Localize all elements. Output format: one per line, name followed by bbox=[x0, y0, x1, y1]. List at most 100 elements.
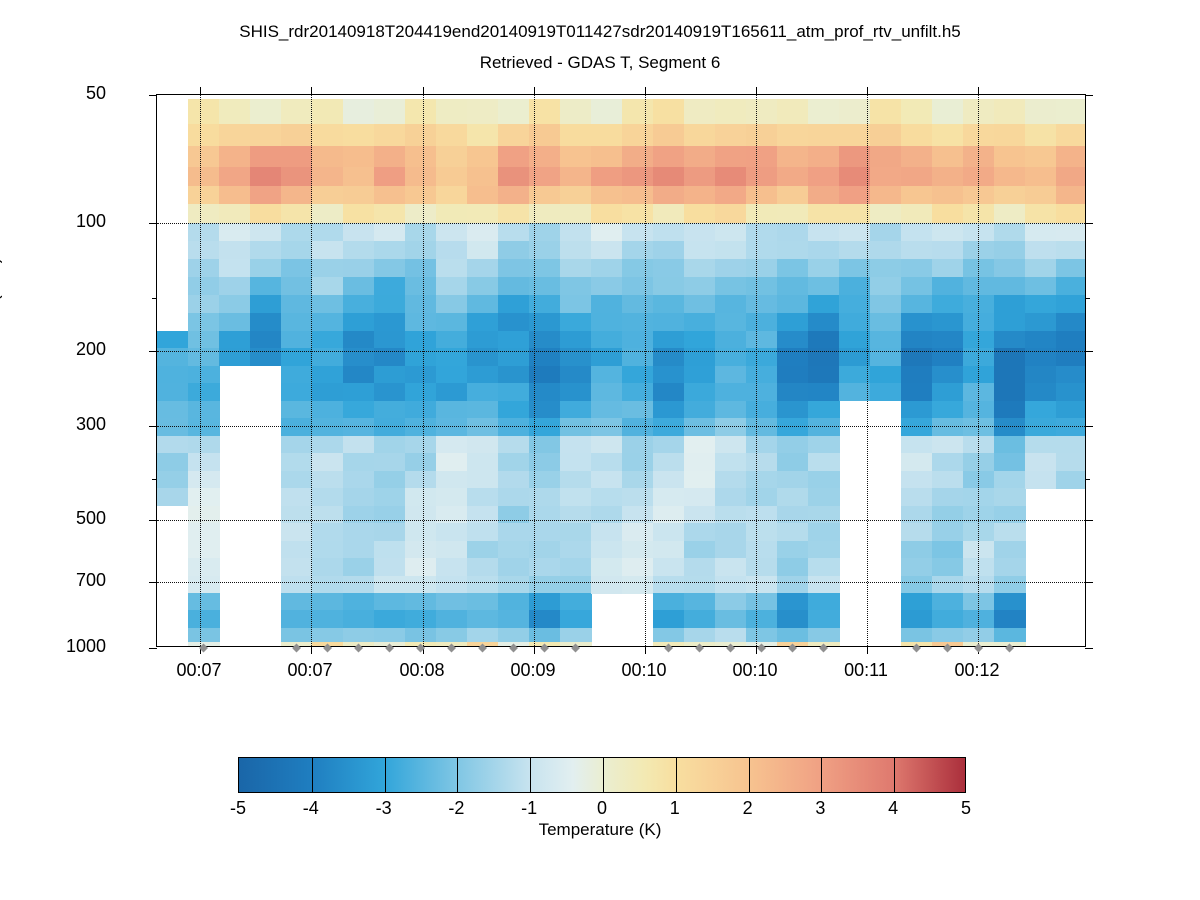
heatmap-cell bbox=[715, 505, 747, 524]
heatmap-cell bbox=[808, 330, 840, 349]
heatmap-cell bbox=[591, 312, 623, 332]
x-axis-tick bbox=[311, 646, 312, 654]
heatmap-cell bbox=[746, 453, 778, 472]
heatmap-cell bbox=[157, 330, 189, 349]
heatmap-cell bbox=[436, 610, 468, 629]
heatmap-cell bbox=[188, 365, 220, 384]
heatmap-cell bbox=[653, 470, 685, 489]
heatmap-cell bbox=[591, 453, 623, 472]
heatmap-cell bbox=[343, 470, 375, 489]
heatmap-cell bbox=[994, 540, 1026, 559]
heatmap-cell bbox=[777, 277, 809, 296]
heatmap-cell bbox=[312, 523, 344, 542]
heatmap-cell bbox=[1056, 348, 1085, 367]
heatmap-cell bbox=[870, 330, 902, 349]
heatmap-cell bbox=[405, 558, 437, 577]
heatmap-cell bbox=[436, 123, 468, 147]
heatmap-cell bbox=[1056, 418, 1085, 437]
heatmap-cell bbox=[839, 222, 871, 242]
heatmap-cell bbox=[436, 365, 468, 384]
heatmap-cell bbox=[715, 435, 747, 454]
heatmap-cell bbox=[157, 365, 189, 384]
y-axis-tick-right bbox=[1085, 425, 1093, 427]
heatmap-cell bbox=[1056, 312, 1085, 332]
heatmap-cell bbox=[715, 592, 747, 611]
heatmap-cell bbox=[901, 610, 933, 629]
heatmap-cell bbox=[374, 400, 406, 419]
y-axis-tick bbox=[149, 648, 157, 649]
heatmap-cell bbox=[1056, 99, 1085, 125]
heatmap-cell bbox=[312, 145, 344, 168]
heatmap-cell bbox=[281, 627, 313, 643]
heatmap-cell bbox=[374, 204, 406, 224]
heatmap-cell bbox=[901, 167, 933, 187]
colorbar-tick bbox=[603, 758, 604, 792]
heatmap-cell bbox=[684, 400, 716, 419]
heatmap-cell bbox=[1056, 204, 1085, 224]
colorbar-tick bbox=[311, 758, 313, 792]
heatmap-cell bbox=[374, 330, 406, 349]
heatmap-cell bbox=[343, 523, 375, 542]
heatmap-cell bbox=[374, 610, 406, 629]
heatmap-cell bbox=[994, 627, 1026, 643]
gridline-vertical bbox=[311, 95, 312, 646]
heatmap-cell bbox=[467, 610, 499, 629]
heatmap-cell bbox=[653, 259, 685, 279]
heatmap-cell bbox=[777, 383, 809, 402]
heatmap-cell bbox=[777, 99, 809, 125]
colorbar bbox=[238, 757, 966, 793]
heatmap-cell bbox=[312, 204, 344, 224]
heatmap-cell bbox=[777, 540, 809, 559]
heatmap-cell bbox=[560, 186, 592, 205]
heatmap-cell bbox=[157, 400, 189, 419]
heatmap-cell bbox=[994, 99, 1026, 125]
heatmap-cell bbox=[994, 204, 1026, 224]
heatmap-cell bbox=[343, 99, 375, 125]
heatmap-cell bbox=[157, 488, 189, 507]
heatmap-cell bbox=[591, 145, 623, 168]
heatmap-cell bbox=[467, 99, 499, 125]
heatmap-cell bbox=[839, 259, 871, 279]
heatmap-cell bbox=[405, 540, 437, 559]
heatmap-cell bbox=[777, 453, 809, 472]
surface-pressure-marker bbox=[540, 643, 549, 653]
heatmap-cell bbox=[436, 383, 468, 402]
surface-pressure-marker bbox=[323, 643, 332, 653]
heatmap-cell bbox=[653, 523, 685, 542]
heatmap-cell bbox=[870, 383, 902, 402]
heatmap-cell bbox=[684, 365, 716, 384]
heatmap-cell bbox=[1056, 330, 1085, 349]
heatmap-cell bbox=[653, 540, 685, 559]
heatmap-cell bbox=[281, 348, 313, 367]
y-axis-tick-label: 700 bbox=[75, 570, 106, 591]
y-axis-tick-label: 1000 bbox=[65, 636, 106, 656]
heatmap-cell bbox=[808, 435, 840, 454]
heatmap-cell bbox=[436, 145, 468, 168]
heatmap-cell bbox=[746, 99, 778, 125]
heatmap-cell bbox=[560, 470, 592, 489]
heatmap-cell bbox=[281, 204, 313, 224]
heatmap-cell bbox=[560, 277, 592, 296]
heatmap-cell bbox=[653, 186, 685, 205]
heatmap-cell bbox=[343, 435, 375, 454]
heatmap-cell bbox=[1056, 365, 1085, 384]
heatmap-cell bbox=[715, 488, 747, 507]
heatmap-cell bbox=[777, 204, 809, 224]
heatmap-cell bbox=[219, 348, 251, 367]
heatmap-cell bbox=[529, 186, 561, 205]
heatmap-cell bbox=[498, 277, 530, 296]
heatmap-cell bbox=[405, 435, 437, 454]
heatmap-cell bbox=[1025, 204, 1057, 224]
heatmap-cell bbox=[653, 575, 685, 594]
heatmap-cell bbox=[1056, 295, 1085, 314]
heatmap-cell bbox=[467, 505, 499, 524]
colorbar-tick-label: 1 bbox=[669, 798, 680, 818]
heatmap-cell bbox=[312, 627, 344, 643]
heatmap-cell bbox=[498, 523, 530, 542]
heatmap-cell bbox=[343, 204, 375, 224]
heatmap-cell bbox=[250, 99, 282, 125]
heatmap-cell bbox=[715, 470, 747, 489]
colorbar-tick bbox=[530, 758, 532, 792]
heatmap-cell bbox=[281, 186, 313, 205]
heatmap-cell bbox=[312, 400, 344, 419]
